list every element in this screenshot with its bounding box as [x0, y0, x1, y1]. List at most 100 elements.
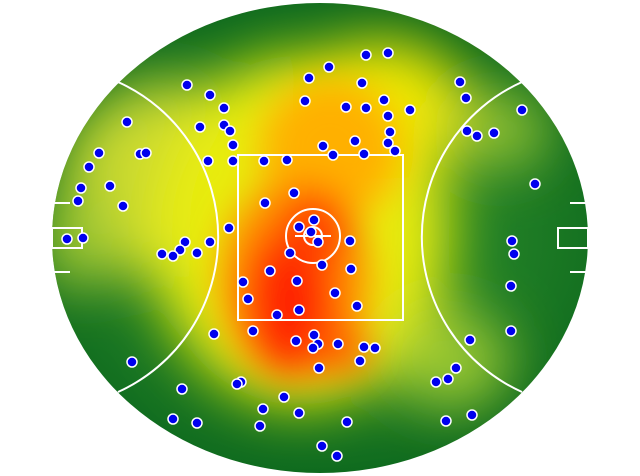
point — [75, 182, 87, 194]
point — [516, 104, 528, 116]
point — [378, 94, 390, 106]
point — [247, 325, 259, 337]
point — [466, 409, 478, 421]
point — [237, 276, 249, 288]
point — [317, 140, 329, 152]
point — [290, 335, 302, 347]
point — [278, 391, 290, 403]
point — [358, 341, 370, 353]
point — [72, 195, 84, 207]
point — [331, 450, 343, 462]
point — [454, 76, 466, 88]
point — [254, 420, 266, 432]
point — [312, 236, 324, 248]
point — [167, 413, 179, 425]
point — [259, 197, 271, 209]
point — [224, 125, 236, 137]
point — [442, 373, 454, 385]
point — [529, 178, 541, 190]
point — [505, 325, 517, 337]
point — [293, 304, 305, 316]
point — [140, 147, 152, 159]
point — [176, 383, 188, 395]
point — [126, 356, 138, 368]
point — [293, 221, 305, 233]
point — [360, 49, 372, 61]
point — [227, 155, 239, 167]
point — [384, 126, 396, 138]
point — [61, 233, 73, 245]
point — [181, 79, 193, 91]
point — [117, 200, 129, 212]
point — [313, 362, 325, 374]
point — [308, 214, 320, 226]
point — [223, 222, 235, 234]
point — [506, 235, 518, 247]
point — [208, 328, 220, 340]
point — [156, 248, 168, 260]
point — [508, 248, 520, 260]
point — [179, 236, 191, 248]
point — [345, 263, 357, 275]
point — [121, 116, 133, 128]
point — [369, 342, 381, 354]
point — [389, 145, 401, 157]
point — [291, 275, 303, 287]
point — [305, 226, 317, 238]
point — [218, 102, 230, 114]
point — [191, 417, 203, 429]
point — [93, 147, 105, 159]
point — [271, 309, 283, 321]
point — [351, 300, 363, 312]
point — [430, 376, 442, 388]
point — [288, 187, 300, 199]
point — [167, 250, 179, 262]
point — [202, 155, 214, 167]
point — [191, 247, 203, 259]
point — [340, 101, 352, 113]
point — [404, 104, 416, 116]
point — [464, 334, 476, 346]
point — [231, 378, 243, 390]
point — [299, 95, 311, 107]
point — [382, 110, 394, 122]
point — [227, 139, 239, 151]
point — [488, 127, 500, 139]
point — [264, 265, 276, 277]
point — [344, 235, 356, 247]
point — [505, 280, 517, 292]
point — [284, 247, 296, 259]
point — [303, 72, 315, 84]
point — [329, 287, 341, 299]
point — [204, 89, 216, 101]
point — [440, 415, 452, 427]
point — [356, 77, 368, 89]
point — [258, 155, 270, 167]
point — [323, 61, 335, 73]
point — [349, 135, 361, 147]
point — [354, 355, 366, 367]
point — [307, 342, 319, 354]
point — [77, 232, 89, 244]
point — [281, 154, 293, 166]
point — [293, 407, 305, 419]
point — [460, 92, 472, 104]
point — [382, 47, 394, 59]
point — [104, 180, 116, 192]
point — [242, 293, 254, 305]
point — [83, 161, 95, 173]
point — [316, 259, 328, 271]
point — [332, 338, 344, 350]
point — [327, 149, 339, 161]
point — [194, 121, 206, 133]
point — [316, 440, 328, 452]
point — [461, 125, 473, 137]
point — [360, 102, 372, 114]
point — [358, 148, 370, 160]
point — [341, 416, 353, 428]
point — [450, 362, 462, 374]
point — [382, 137, 394, 149]
point — [257, 403, 269, 415]
